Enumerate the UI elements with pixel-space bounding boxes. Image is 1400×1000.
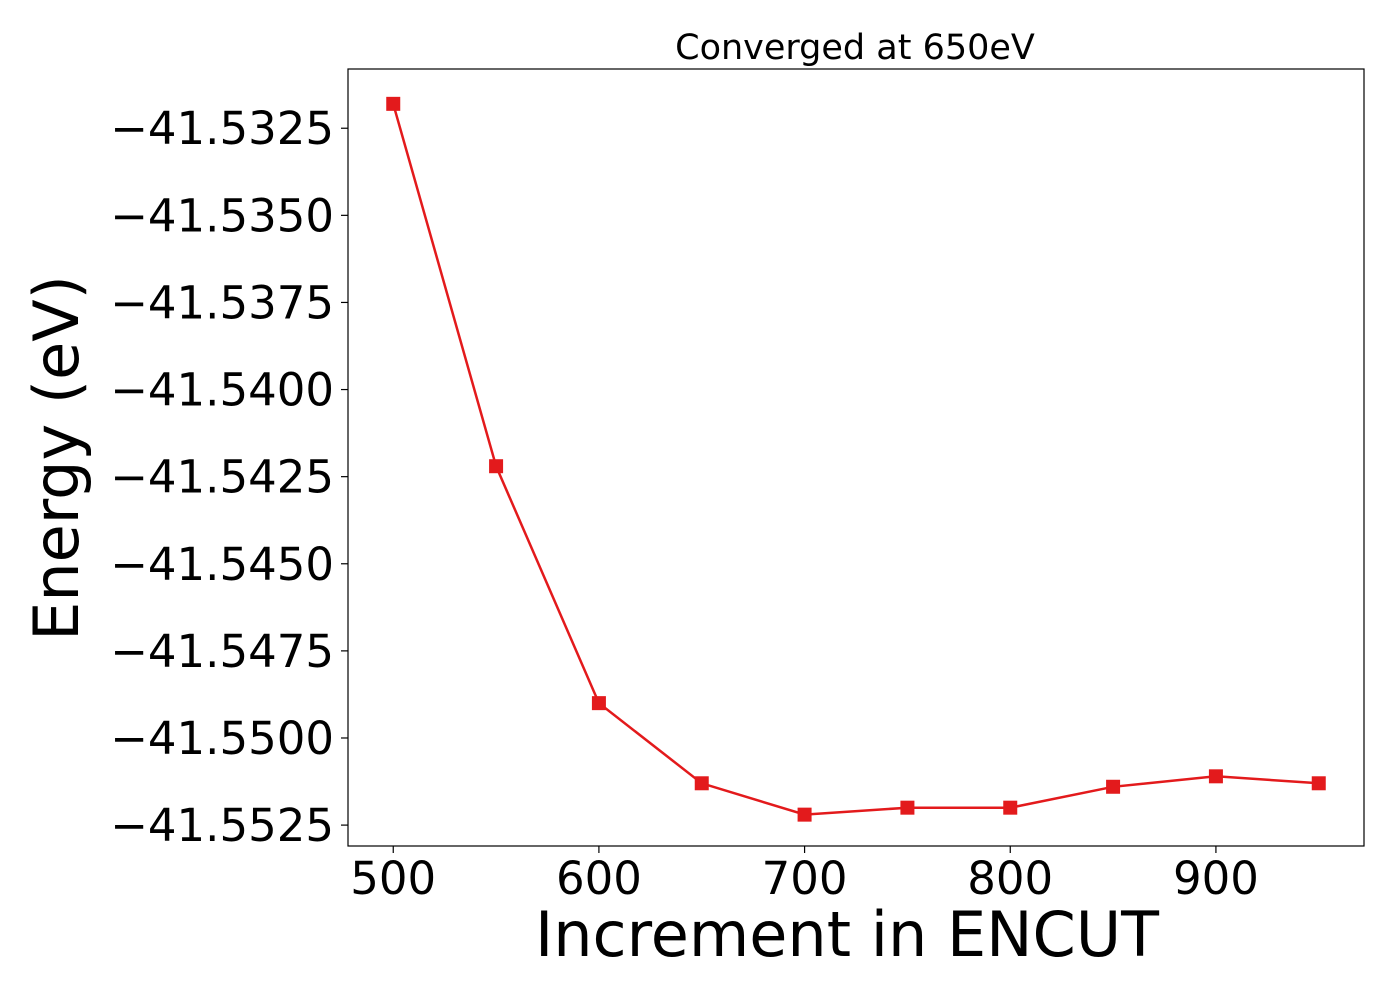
x-axis-label: Increment in ENCUT: [535, 898, 1160, 971]
y-tick-label: −41.5500: [110, 712, 334, 765]
y-tick-label: −41.5450: [110, 538, 334, 591]
y-tick-label: −41.5475: [110, 625, 334, 678]
data-point: [1311, 776, 1326, 791]
series-layer: [386, 96, 1326, 822]
y-tick-label: −41.5325: [110, 102, 334, 155]
data-point: [1003, 800, 1018, 815]
data-point: [900, 800, 915, 815]
data-point: [694, 776, 709, 791]
x-tick-label: 500: [350, 852, 436, 905]
data-point: [1106, 779, 1121, 794]
data-point: [1208, 769, 1223, 784]
x-tick-label: 600: [556, 852, 642, 905]
y-tick-label: −41.5400: [110, 364, 334, 417]
data-point: [591, 696, 606, 711]
x-axis-ticks: 500 600 700 800 900: [350, 846, 1259, 905]
x-tick-label: 800: [967, 852, 1053, 905]
y-axis-label: Energy (eV): [20, 275, 93, 641]
y-tick-label: −41.5525: [110, 799, 334, 852]
series-line: [391, 103, 1319, 816]
data-point: [386, 96, 401, 111]
data-point: [489, 459, 504, 474]
chart-title: Converged at 650eV: [675, 28, 1035, 68]
y-tick-label: −41.5350: [110, 189, 334, 242]
data-point: [797, 807, 812, 822]
y-tick-label: −41.5425: [110, 451, 334, 504]
x-tick-label: 900: [1173, 852, 1259, 905]
x-tick-label: 700: [762, 852, 848, 905]
y-axis-ticks: −41.5325 −41.5350 −41.5375 −41.5400 −41.5425…: [110, 102, 348, 852]
plot-frame: [347, 68, 1365, 847]
y-tick-label: −41.5375: [110, 276, 334, 329]
